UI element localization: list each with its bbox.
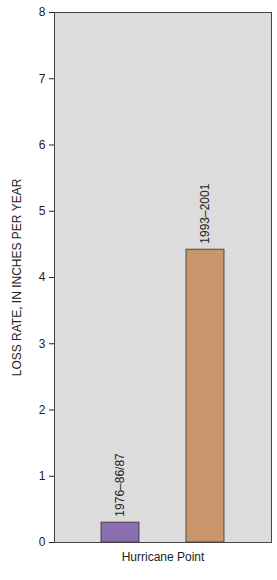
svg-text:1976–86/87: 1976–86/87 xyxy=(113,453,127,517)
svg-text:5: 5 xyxy=(39,204,46,218)
svg-text:6: 6 xyxy=(39,138,46,152)
svg-text:3: 3 xyxy=(39,337,46,351)
svg-text:1993–2001: 1993–2001 xyxy=(198,183,212,243)
svg-text:1: 1 xyxy=(39,469,46,483)
svg-text:0: 0 xyxy=(39,535,46,549)
svg-text:8: 8 xyxy=(39,5,46,19)
svg-text:2: 2 xyxy=(39,403,46,417)
svg-text:4: 4 xyxy=(39,270,46,284)
svg-text:Hurricane Point: Hurricane Point xyxy=(122,550,205,564)
svg-text:7: 7 xyxy=(39,72,46,86)
svg-text:LOSS RATE, IN INCHES PER YEAR: LOSS RATE, IN INCHES PER YEAR xyxy=(10,178,24,376)
